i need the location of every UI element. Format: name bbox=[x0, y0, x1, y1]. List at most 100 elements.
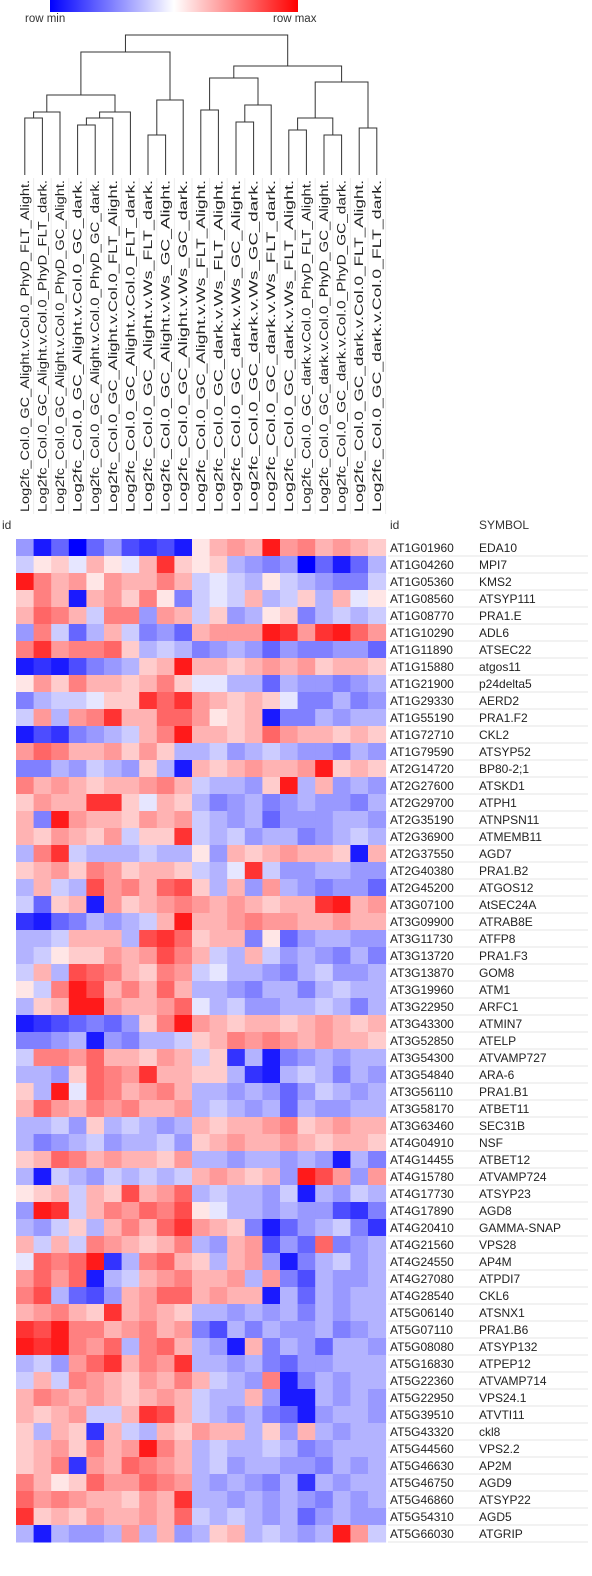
heatmap-cell[interactable] bbox=[244, 1406, 263, 1424]
heatmap-cell[interactable] bbox=[139, 879, 158, 897]
id-column-header[interactable]: id bbox=[390, 518, 400, 532]
heatmap-cell[interactable] bbox=[368, 1491, 387, 1509]
heatmap-cell[interactable] bbox=[262, 760, 281, 778]
heatmap-cell[interactable] bbox=[262, 590, 281, 608]
heatmap-cell[interactable] bbox=[16, 1423, 35, 1441]
heatmap-cell[interactable] bbox=[104, 1066, 123, 1084]
heatmap-cell[interactable] bbox=[192, 930, 211, 948]
heatmap-cell[interactable] bbox=[33, 1236, 52, 1254]
heatmap-cell[interactable] bbox=[350, 862, 369, 880]
heatmap-cell[interactable] bbox=[33, 1049, 52, 1067]
heatmap-cell[interactable] bbox=[244, 811, 263, 829]
heatmap-cell[interactable] bbox=[244, 726, 263, 744]
heatmap-cell[interactable] bbox=[332, 1049, 351, 1067]
symbol-column-header[interactable]: SYMBOL bbox=[479, 518, 530, 532]
heatmap-cell[interactable] bbox=[121, 1117, 140, 1135]
heatmap-cell[interactable] bbox=[121, 1202, 140, 1220]
heatmap-cell[interactable] bbox=[262, 1457, 281, 1475]
heatmap-cell[interactable] bbox=[16, 675, 35, 693]
heatmap-cell[interactable] bbox=[51, 1219, 70, 1237]
heatmap-cell[interactable] bbox=[174, 1508, 193, 1526]
heatmap-cell[interactable] bbox=[315, 1321, 334, 1339]
heatmap-cell[interactable] bbox=[332, 624, 351, 642]
heatmap-cell[interactable] bbox=[51, 862, 70, 880]
heatmap-cell[interactable] bbox=[262, 1168, 281, 1186]
heatmap-cell[interactable] bbox=[332, 828, 351, 846]
heatmap-cell[interactable] bbox=[280, 573, 299, 591]
heatmap-cell[interactable] bbox=[121, 658, 140, 676]
heatmap-cell[interactable] bbox=[104, 658, 123, 676]
heatmap-cell[interactable] bbox=[244, 658, 263, 676]
heatmap-cell[interactable] bbox=[315, 743, 334, 761]
heatmap-cell[interactable] bbox=[244, 624, 263, 642]
heatmap-cell[interactable] bbox=[121, 1015, 140, 1033]
heatmap-cell[interactable] bbox=[262, 1066, 281, 1084]
heatmap-cell[interactable] bbox=[156, 1015, 175, 1033]
row-id-label[interactable]: AT1G72710 bbox=[390, 728, 454, 742]
row-id-label[interactable]: AT1G05360 bbox=[390, 575, 454, 589]
heatmap-cell[interactable] bbox=[86, 1185, 105, 1203]
heatmap-cell[interactable] bbox=[174, 607, 193, 625]
heatmap-cell[interactable] bbox=[227, 1185, 246, 1203]
heatmap-cell[interactable] bbox=[368, 1440, 387, 1458]
heatmap-cell[interactable] bbox=[86, 930, 105, 948]
heatmap-cell[interactable] bbox=[139, 896, 158, 914]
heatmap-cell[interactable] bbox=[280, 879, 299, 897]
heatmap-cell[interactable] bbox=[104, 675, 123, 693]
heatmap-cell[interactable] bbox=[280, 1168, 299, 1186]
heatmap-cell[interactable] bbox=[86, 1117, 105, 1135]
heatmap-cell[interactable] bbox=[139, 658, 158, 676]
heatmap-cell[interactable] bbox=[368, 1389, 387, 1407]
heatmap-cell[interactable] bbox=[174, 1117, 193, 1135]
heatmap-cell[interactable] bbox=[68, 1338, 87, 1356]
heatmap-cell[interactable] bbox=[350, 1185, 369, 1203]
row-symbol-label[interactable]: GOM8 bbox=[479, 966, 515, 980]
heatmap-cell[interactable] bbox=[350, 1168, 369, 1186]
heatmap-cell[interactable] bbox=[68, 1287, 87, 1305]
heatmap-cell[interactable] bbox=[156, 947, 175, 965]
heatmap-cell[interactable] bbox=[227, 1355, 246, 1373]
heatmap-cell[interactable] bbox=[16, 1440, 35, 1458]
heatmap-cell[interactable] bbox=[227, 1253, 246, 1271]
heatmap-cell[interactable] bbox=[139, 726, 158, 744]
heatmap-cell[interactable] bbox=[209, 743, 228, 761]
heatmap-cell[interactable] bbox=[280, 1083, 299, 1101]
heatmap-cell[interactable] bbox=[262, 998, 281, 1016]
heatmap-cell[interactable] bbox=[262, 981, 281, 999]
heatmap-cell[interactable] bbox=[227, 1236, 246, 1254]
column-label[interactable]: Log2fc_Col.0_GC_dark.v.Col.0_PhyD_FLT_Al… bbox=[301, 180, 313, 512]
heatmap-cell[interactable] bbox=[227, 1168, 246, 1186]
heatmap-cell[interactable] bbox=[315, 879, 334, 897]
heatmap-cell[interactable] bbox=[139, 1321, 158, 1339]
heatmap-cell[interactable] bbox=[68, 1219, 87, 1237]
heatmap-cell[interactable] bbox=[192, 1491, 211, 1509]
heatmap-cell[interactable] bbox=[33, 709, 52, 727]
row-symbol-label[interactable]: ATSKD1 bbox=[479, 779, 525, 793]
heatmap-cell[interactable] bbox=[174, 726, 193, 744]
heatmap-cell[interactable] bbox=[280, 1185, 299, 1203]
heatmap-cell[interactable] bbox=[104, 709, 123, 727]
heatmap-cell[interactable] bbox=[156, 1389, 175, 1407]
heatmap-cell[interactable] bbox=[51, 1372, 70, 1390]
row-id-label[interactable]: AT3G54840 bbox=[390, 1068, 454, 1082]
heatmap-cell[interactable] bbox=[192, 726, 211, 744]
heatmap-cell[interactable] bbox=[227, 743, 246, 761]
heatmap-cell[interactable] bbox=[156, 1049, 175, 1067]
heatmap-cell[interactable] bbox=[332, 1117, 351, 1135]
heatmap-cell[interactable] bbox=[174, 1185, 193, 1203]
heatmap-cell[interactable] bbox=[16, 709, 35, 727]
heatmap-cell[interactable] bbox=[315, 913, 334, 931]
heatmap-cell[interactable] bbox=[86, 556, 105, 574]
heatmap-cell[interactable] bbox=[156, 1032, 175, 1050]
heatmap-cell[interactable] bbox=[51, 590, 70, 608]
heatmap-cell[interactable] bbox=[33, 658, 52, 676]
heatmap-cell[interactable] bbox=[174, 1338, 193, 1356]
heatmap-cell[interactable] bbox=[104, 1474, 123, 1492]
heatmap-cell[interactable] bbox=[227, 1491, 246, 1509]
heatmap-cell[interactable] bbox=[51, 1049, 70, 1067]
heatmap-cell[interactable] bbox=[104, 1049, 123, 1067]
heatmap-cell[interactable] bbox=[297, 641, 316, 659]
heatmap-cell[interactable] bbox=[51, 1287, 70, 1305]
heatmap-cell[interactable] bbox=[104, 1287, 123, 1305]
heatmap-cell[interactable] bbox=[368, 964, 387, 982]
